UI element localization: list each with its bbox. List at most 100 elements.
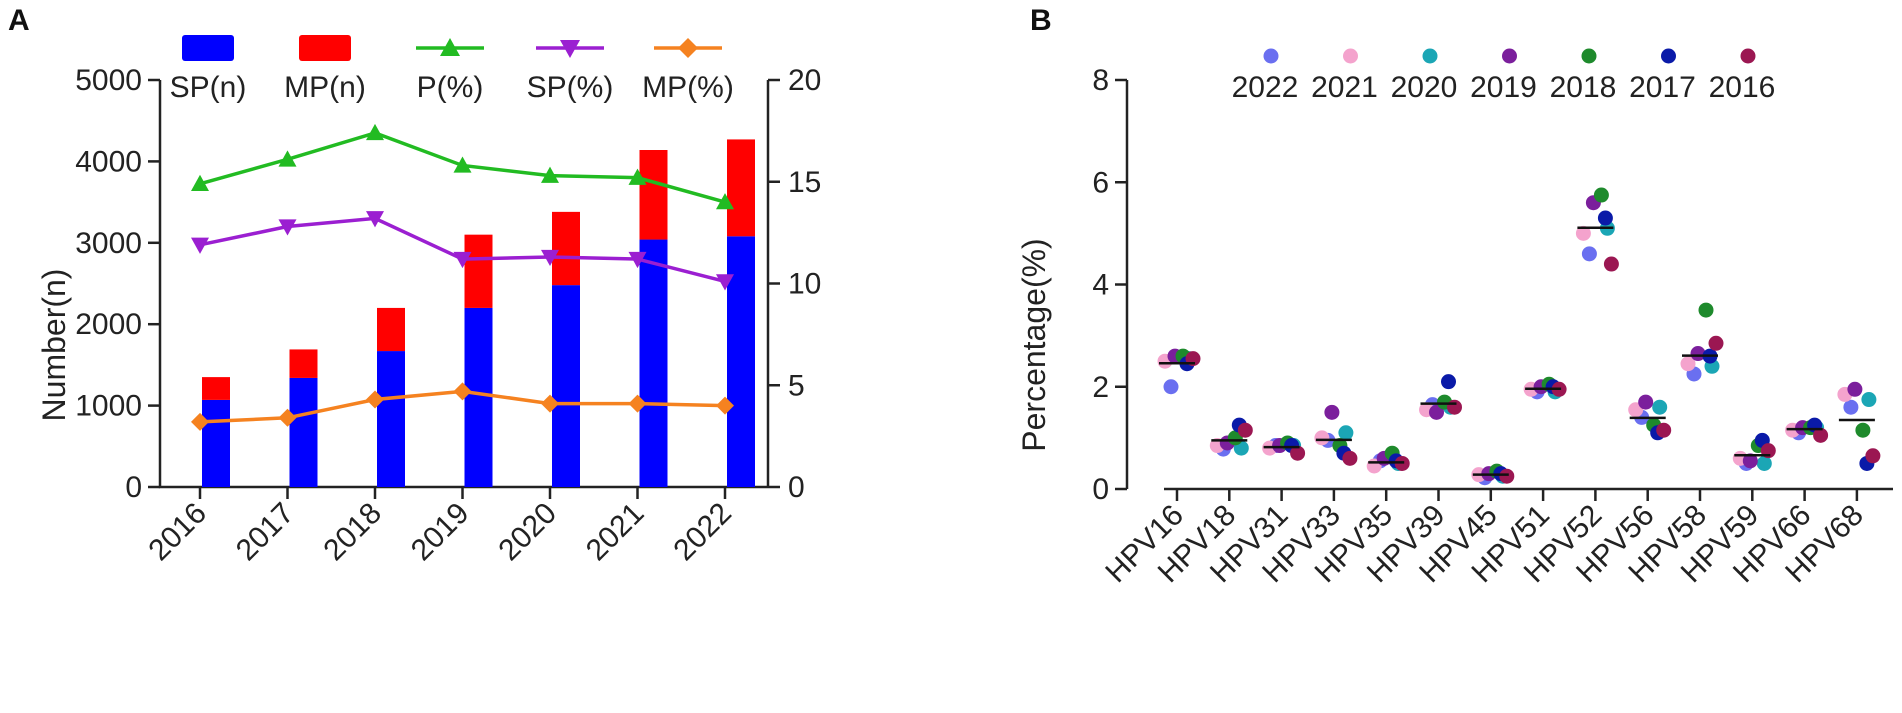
chart-a-y2tick-label: 10 bbox=[788, 268, 821, 301]
scatter-point bbox=[1342, 450, 1358, 466]
legend-label: 2016 bbox=[1709, 71, 1776, 104]
chart-a-ytick-label: 4000 bbox=[75, 145, 142, 178]
legend-swatch bbox=[299, 35, 351, 61]
scatter-point bbox=[1638, 394, 1654, 410]
legend-dot bbox=[1581, 48, 1597, 64]
scatter-point bbox=[1314, 430, 1330, 446]
legend-label: 2020 bbox=[1391, 71, 1458, 104]
legend-dot bbox=[1343, 48, 1358, 64]
chart-a-ytick-label: 5000 bbox=[75, 64, 142, 97]
scatter-point bbox=[1593, 187, 1609, 203]
chart-b-legend: 2022 2021 2020 2019 2018 2017 2016 bbox=[1232, 48, 1776, 104]
scatter-point bbox=[1338, 425, 1354, 441]
chart-a-ytick-label: 2000 bbox=[75, 308, 142, 341]
bar-mp bbox=[727, 139, 755, 237]
scatter-point bbox=[1441, 374, 1456, 390]
chart-b: 02468HPV16HPV18HPV31HPV33HPV35HPV39HPV45… bbox=[1016, 48, 1893, 589]
line-point bbox=[366, 390, 384, 409]
scatter-point bbox=[1698, 302, 1714, 318]
legend-dot bbox=[1502, 48, 1517, 64]
scatter-point bbox=[1429, 404, 1444, 420]
line-point bbox=[191, 412, 209, 431]
scatter-point bbox=[1847, 381, 1863, 397]
scatter-point bbox=[1861, 392, 1877, 408]
chart-a-xtick-label: 2016 bbox=[142, 497, 213, 568]
line-point bbox=[453, 382, 472, 401]
legend-swatch bbox=[182, 35, 234, 61]
chart-a-bars bbox=[202, 139, 755, 487]
line-point bbox=[453, 251, 472, 269]
scatter-point bbox=[1865, 448, 1881, 464]
chart-a-lines bbox=[191, 123, 734, 431]
scatter-point bbox=[1680, 356, 1696, 372]
legend-label: 2018 bbox=[1550, 71, 1617, 104]
bar-mp bbox=[464, 234, 493, 308]
line-point bbox=[541, 166, 559, 183]
chart-a-xtick-label: 2018 bbox=[317, 497, 388, 568]
line-point bbox=[628, 168, 647, 185]
chart-a-legend: SP(n) MP(n) P(%) SP(%) MP(%) bbox=[170, 35, 734, 104]
chart-a-ytick-label: 1000 bbox=[75, 390, 142, 423]
chart-b-axes: 02468HPV16HPV18HPV31HPV33HPV35HPV39HPV45… bbox=[1092, 64, 1893, 589]
legend-marker bbox=[678, 38, 698, 58]
chart-b-means bbox=[1159, 226, 1875, 476]
scatter-point bbox=[1708, 335, 1724, 351]
legend-label: P(%) bbox=[417, 71, 484, 104]
chart-a-y2tick-label: 5 bbox=[788, 369, 805, 402]
panel-a-label: A bbox=[8, 4, 30, 37]
scatter-point bbox=[1652, 399, 1668, 415]
scatter-point bbox=[1656, 422, 1672, 438]
scatter-point bbox=[1597, 210, 1613, 226]
chart-b-ytick-label: 6 bbox=[1092, 166, 1109, 199]
legend-dot bbox=[1740, 48, 1756, 64]
line-point bbox=[366, 123, 384, 141]
scatter-point bbox=[1290, 445, 1306, 461]
bar-sp bbox=[464, 307, 493, 487]
legend-label: 2019 bbox=[1470, 71, 1537, 104]
line-point bbox=[453, 156, 472, 173]
bar-sp bbox=[289, 377, 318, 487]
line-point bbox=[278, 408, 297, 427]
chart-a-xtick-label: 2020 bbox=[492, 497, 563, 568]
legend-dot bbox=[1263, 48, 1279, 64]
scatter-point bbox=[1581, 246, 1597, 262]
legend-label: 2021 bbox=[1311, 71, 1378, 104]
line-point bbox=[541, 249, 559, 267]
bar-sp bbox=[552, 285, 580, 487]
legend-marker bbox=[440, 38, 460, 56]
line-point bbox=[716, 193, 734, 210]
legend-dot bbox=[1422, 48, 1438, 64]
scatter-point bbox=[1742, 453, 1758, 469]
scatter-point bbox=[1690, 346, 1706, 362]
scatter-point bbox=[1603, 256, 1619, 272]
chart-a-y2tick-label: 0 bbox=[788, 471, 805, 504]
chart-a-ytick-label: 0 bbox=[125, 471, 142, 504]
chart-b-ytick-label: 4 bbox=[1092, 269, 1109, 302]
bar-mp bbox=[289, 349, 318, 378]
chart-a-y2tick-label: 15 bbox=[788, 166, 821, 199]
legend-label: SP(%) bbox=[527, 71, 614, 104]
line-point bbox=[278, 150, 297, 167]
scatter-point bbox=[1575, 225, 1591, 241]
scatter-point bbox=[1324, 404, 1340, 420]
chart-a-xtick-label: 2021 bbox=[580, 497, 651, 568]
chart-a-xtick-label: 2019 bbox=[405, 497, 476, 568]
legend-label: 2022 bbox=[1232, 71, 1299, 104]
bar-sp bbox=[377, 351, 405, 487]
bar-sp bbox=[727, 236, 755, 487]
line-point bbox=[716, 396, 734, 415]
bar-mp bbox=[202, 377, 230, 400]
chart-b-ylabel: Percentage(%) bbox=[1016, 238, 1052, 451]
chart-b-ytick-label: 8 bbox=[1092, 64, 1109, 97]
bar-sp bbox=[639, 239, 668, 487]
chart-a-y2tick-label: 20 bbox=[788, 64, 821, 97]
legend-label: 2017 bbox=[1629, 71, 1696, 104]
bar-sp bbox=[202, 399, 230, 487]
chart-a-xtick-label: 2022 bbox=[667, 497, 738, 568]
chart-b-ytick-label: 0 bbox=[1092, 473, 1109, 506]
chart-a-left-axis bbox=[158, 80, 768, 489]
scatter-point bbox=[1163, 379, 1179, 395]
